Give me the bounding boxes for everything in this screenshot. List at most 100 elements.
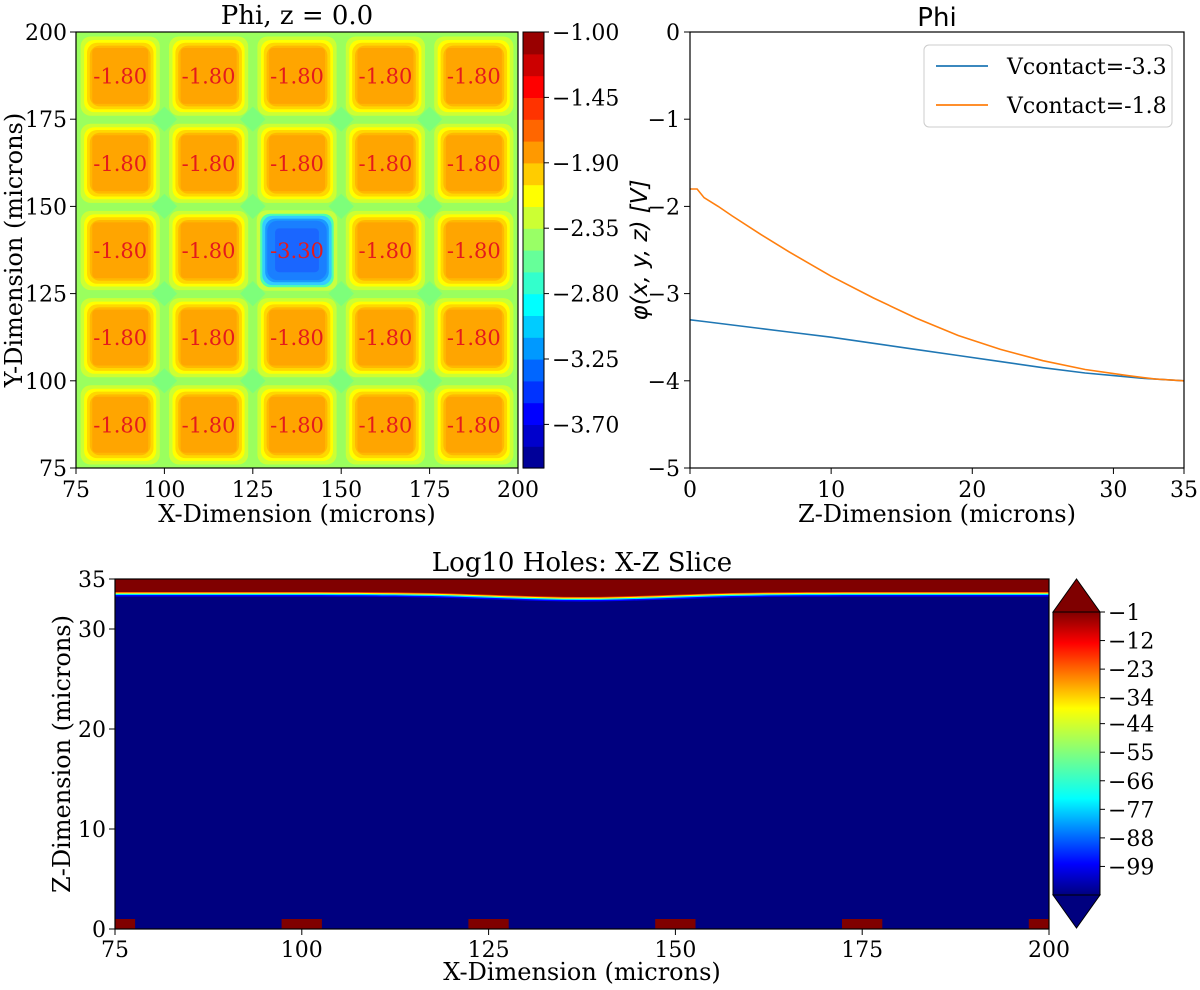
phi-line-x-ticks: 0 10 20 30 35 xyxy=(683,468,1198,503)
colorbar-tick-label: −66 xyxy=(1108,770,1154,795)
phi-pixel-label: -1.80 xyxy=(270,413,324,437)
phi-diamond xyxy=(416,106,443,132)
colorbar-level xyxy=(523,380,544,404)
phi-heatmap-y-ticks: 75 100 125 150 175 200 xyxy=(25,21,76,482)
colorbar-extend-max xyxy=(1052,578,1101,613)
y-tick-label: 75 xyxy=(39,457,67,482)
phi-pixel-ring xyxy=(357,48,414,104)
phi-heatmap-panel: Phi, z = 0.0 -1.80 -1.80 -1.80 -1.80 -1.80-1… xyxy=(0,1,619,528)
phi-pixel-ring xyxy=(445,48,502,104)
holes-slice-ylabel: Z-Dimension (microns) xyxy=(48,615,76,893)
phi-pixel-label: -1.80 xyxy=(182,326,236,350)
holes-surface-band xyxy=(115,579,1049,597)
x-tick-label: 125 xyxy=(468,938,510,963)
x-tick-label: 150 xyxy=(654,938,696,963)
phi-pixel-ring xyxy=(92,222,149,279)
x-tick-label: 35 xyxy=(1170,478,1198,503)
phi-diamond xyxy=(240,106,266,132)
phi-pixel-ring xyxy=(180,135,237,192)
phi-diamond xyxy=(151,281,178,307)
colorbar-level xyxy=(523,446,544,469)
y-tick-label: 150 xyxy=(25,195,67,220)
phi-pixel-label: -1.80 xyxy=(270,65,324,89)
phi-diamond xyxy=(328,368,354,394)
phi-pixel-ring xyxy=(445,309,502,366)
colorbar-tick-label: −88 xyxy=(1108,827,1154,852)
colorbar-tick-label: −1.45 xyxy=(552,86,619,111)
holes-contact xyxy=(655,919,696,929)
phi-diamond xyxy=(151,193,178,219)
colorbar-level xyxy=(523,424,544,447)
phi-pixel-ring xyxy=(92,48,149,104)
phi-pixel-label: -1.80 xyxy=(447,413,501,437)
phi-pixel-ring xyxy=(180,48,237,104)
holes-contact xyxy=(1028,919,1049,929)
phi-pixel-ring xyxy=(92,309,149,366)
holes-slice-field xyxy=(115,579,1049,929)
phi-pixel-label: -1.80 xyxy=(358,239,412,263)
colorbar-level xyxy=(523,359,544,382)
phi-pixel-label: -1.80 xyxy=(93,65,147,89)
y-tick-label: 35 xyxy=(78,568,106,593)
phi-pixel-ring xyxy=(357,309,414,366)
y-tick-label: 10 xyxy=(78,818,106,843)
colorbar-level xyxy=(523,337,544,360)
phi-pixel-ring xyxy=(180,309,237,366)
y-tick-label: −3 xyxy=(648,283,680,308)
colorbar-tick-label: −3.70 xyxy=(552,413,619,438)
colorbar-tick-label: −55 xyxy=(1108,741,1154,766)
y-tick-label: −4 xyxy=(648,370,680,395)
phi-pixel-ring xyxy=(180,396,237,453)
colorbar-frame xyxy=(522,31,545,469)
phi-pixel-ring xyxy=(357,222,414,279)
y-tick-label: 30 xyxy=(78,618,106,643)
holes-slice-y-ticks: 0 10 20 30 35 xyxy=(78,568,115,943)
phi-diamond xyxy=(240,281,266,307)
colorbar-level xyxy=(523,250,544,273)
holes-contact xyxy=(842,919,883,929)
colorbar-level xyxy=(523,184,544,207)
series-line-2 xyxy=(690,188,1184,382)
y-tick-label: 175 xyxy=(25,108,67,133)
phi-colorbar: −1.00 −1.45 −1.90 −2.35 −2.80 −3.25 −3.70 xyxy=(522,21,619,469)
holes-slice-title: Log10 Holes: X-Z Slice xyxy=(432,548,732,578)
colorbar-level xyxy=(523,75,544,98)
legend-label-series-1: Vcontact=-3.3 xyxy=(1006,55,1167,80)
phi-pixel-ring xyxy=(269,48,325,104)
phi-pixel-label: -1.80 xyxy=(182,413,236,437)
phi-heatmap-xlabel: X-Dimension (microns) xyxy=(158,500,436,528)
colorbar-tick-label: −1.90 xyxy=(552,152,619,177)
x-tick-label: 20 xyxy=(958,478,986,503)
colorbar-tick-label: −77 xyxy=(1108,798,1154,823)
x-tick-label: 10 xyxy=(817,478,845,503)
colorbar-level xyxy=(523,97,544,120)
colorbar-level xyxy=(523,53,544,77)
y-tick-label: 20 xyxy=(78,718,106,743)
y-tick-label: 200 xyxy=(25,21,67,46)
x-tick-label: 75 xyxy=(62,478,90,503)
phi-pixel-label: -1.80 xyxy=(182,65,236,89)
phi-diamond xyxy=(151,106,178,132)
phi-diamond xyxy=(240,193,266,219)
phi-pixel-ring xyxy=(445,135,502,192)
phi-pixel-label: -1.80 xyxy=(358,152,412,176)
colorbar-tick-label: −99 xyxy=(1108,855,1154,880)
x-tick-label: 175 xyxy=(409,478,451,503)
phi-pixel-label: -1.80 xyxy=(270,326,324,350)
phi-line-title: Phi xyxy=(917,3,956,33)
phi-diamond xyxy=(328,281,354,307)
phi-pixel-ring xyxy=(180,222,237,279)
x-tick-label: 100 xyxy=(281,938,323,963)
phi-pixel-label: -3.30 xyxy=(270,239,324,263)
y-tick-label: 100 xyxy=(25,370,67,395)
x-tick-label: 0 xyxy=(683,478,697,503)
colorbar-level xyxy=(523,141,544,164)
y-tick-label: 0 xyxy=(666,21,680,46)
colorbar-level xyxy=(523,293,544,316)
phi-pixel-label: -1.80 xyxy=(358,326,412,350)
colorbar-tick-label: −2.35 xyxy=(552,217,619,242)
phi-diamond xyxy=(416,193,443,219)
legend-label-series-2: Vcontact=-1.8 xyxy=(1006,94,1167,119)
phi-diamond xyxy=(328,193,354,219)
